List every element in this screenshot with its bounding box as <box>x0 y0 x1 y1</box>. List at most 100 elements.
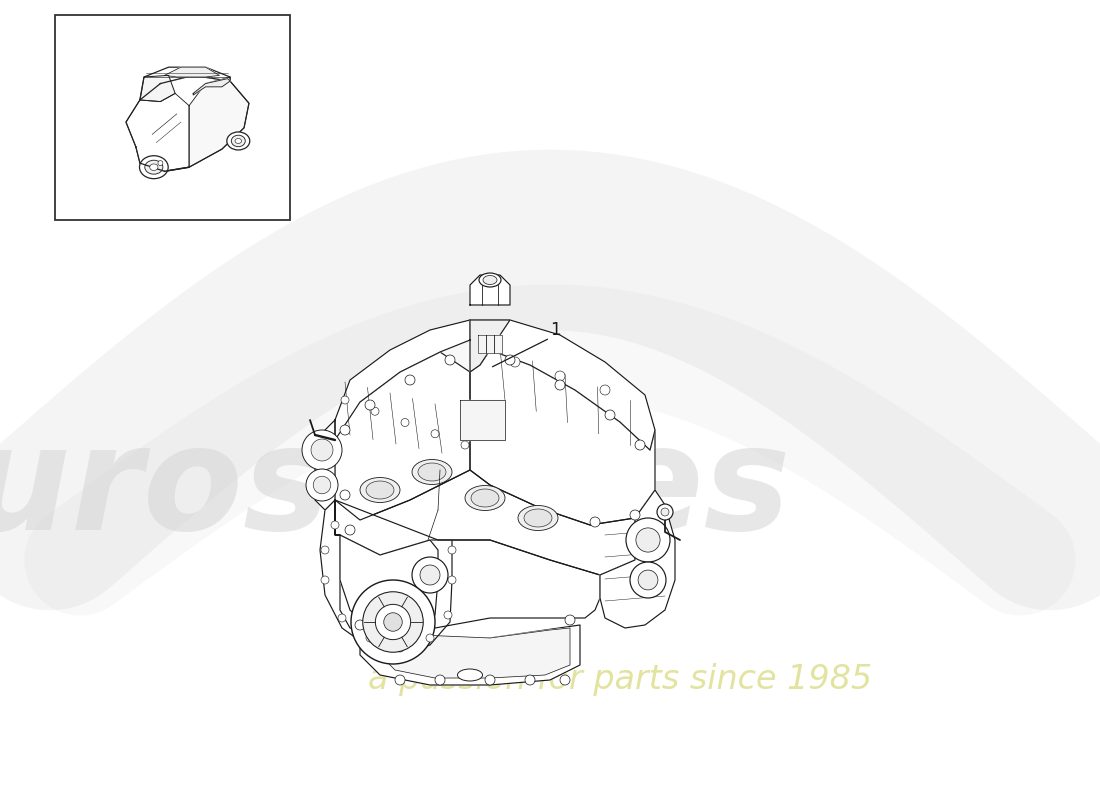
Polygon shape <box>140 67 230 100</box>
Circle shape <box>600 385 610 395</box>
Circle shape <box>556 380 565 390</box>
Polygon shape <box>336 320 470 440</box>
Circle shape <box>420 565 440 585</box>
Circle shape <box>355 620 365 630</box>
Circle shape <box>302 430 342 470</box>
Circle shape <box>363 592 424 652</box>
Circle shape <box>485 675 495 685</box>
Circle shape <box>630 562 666 598</box>
Circle shape <box>446 355 455 365</box>
Circle shape <box>405 375 415 385</box>
Circle shape <box>605 410 615 420</box>
Circle shape <box>402 418 409 426</box>
Circle shape <box>505 355 515 365</box>
Polygon shape <box>320 500 452 655</box>
Ellipse shape <box>471 489 499 507</box>
Circle shape <box>461 441 469 449</box>
Polygon shape <box>340 535 600 635</box>
Ellipse shape <box>227 132 250 150</box>
Circle shape <box>384 613 403 631</box>
Circle shape <box>434 675 446 685</box>
Polygon shape <box>486 335 494 353</box>
Circle shape <box>340 490 350 500</box>
Circle shape <box>448 576 456 584</box>
Ellipse shape <box>360 478 400 502</box>
Polygon shape <box>194 78 230 95</box>
Circle shape <box>365 400 375 410</box>
Text: 1: 1 <box>550 321 560 339</box>
Ellipse shape <box>483 275 497 285</box>
Circle shape <box>321 576 329 584</box>
Bar <box>55 15 290 220</box>
Circle shape <box>448 546 456 554</box>
Ellipse shape <box>418 463 446 481</box>
Polygon shape <box>336 470 635 575</box>
Polygon shape <box>336 352 470 520</box>
Circle shape <box>321 546 329 554</box>
Circle shape <box>661 508 669 516</box>
Polygon shape <box>140 75 175 102</box>
Circle shape <box>510 357 520 367</box>
Polygon shape <box>315 420 336 510</box>
Polygon shape <box>470 320 510 372</box>
Ellipse shape <box>458 669 483 681</box>
Polygon shape <box>126 75 249 171</box>
Circle shape <box>412 557 448 593</box>
Polygon shape <box>470 275 510 305</box>
Circle shape <box>444 611 452 619</box>
Circle shape <box>560 675 570 685</box>
Ellipse shape <box>412 459 452 485</box>
Circle shape <box>340 425 350 435</box>
Ellipse shape <box>140 156 168 178</box>
Circle shape <box>638 570 658 590</box>
Circle shape <box>351 580 435 664</box>
Ellipse shape <box>366 481 394 499</box>
Circle shape <box>375 604 410 640</box>
Circle shape <box>158 161 163 166</box>
Circle shape <box>426 634 434 642</box>
Text: eurospares: eurospares <box>0 419 791 561</box>
Circle shape <box>314 476 331 494</box>
Circle shape <box>396 644 404 652</box>
Ellipse shape <box>231 135 245 146</box>
Polygon shape <box>478 335 486 353</box>
Polygon shape <box>379 628 570 678</box>
Circle shape <box>331 521 339 529</box>
Circle shape <box>371 407 380 415</box>
Circle shape <box>635 440 645 450</box>
Circle shape <box>630 510 640 520</box>
Polygon shape <box>336 500 438 638</box>
Circle shape <box>636 528 660 552</box>
Polygon shape <box>126 94 189 171</box>
Circle shape <box>341 396 349 404</box>
Circle shape <box>431 430 439 438</box>
Circle shape <box>338 614 346 622</box>
Ellipse shape <box>478 273 500 287</box>
Circle shape <box>311 439 333 461</box>
Ellipse shape <box>150 164 158 170</box>
Circle shape <box>556 371 565 381</box>
Polygon shape <box>494 335 502 353</box>
Circle shape <box>525 675 535 685</box>
Ellipse shape <box>235 138 242 143</box>
Text: a passion for parts since 1985: a passion for parts since 1985 <box>367 663 872 697</box>
Polygon shape <box>360 618 580 685</box>
Polygon shape <box>189 77 249 167</box>
Ellipse shape <box>145 160 163 174</box>
Circle shape <box>626 518 670 562</box>
Polygon shape <box>470 350 654 525</box>
Circle shape <box>590 517 600 527</box>
Ellipse shape <box>518 506 558 530</box>
Circle shape <box>657 504 673 520</box>
Ellipse shape <box>524 509 552 527</box>
Circle shape <box>565 615 575 625</box>
Polygon shape <box>165 67 219 77</box>
Circle shape <box>306 469 338 501</box>
Circle shape <box>395 675 405 685</box>
Polygon shape <box>600 490 675 628</box>
Circle shape <box>366 634 374 642</box>
Polygon shape <box>460 400 505 440</box>
Circle shape <box>345 525 355 535</box>
Polygon shape <box>470 320 654 450</box>
Ellipse shape <box>465 486 505 510</box>
